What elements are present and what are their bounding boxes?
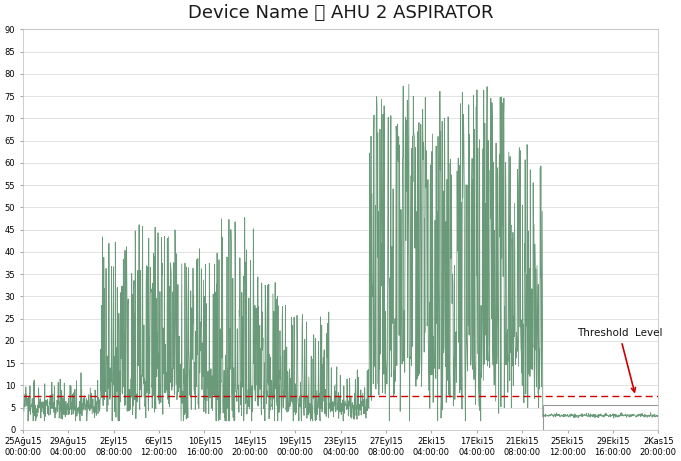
Bar bbox=[543, 405, 659, 430]
Text: Threshold  Level: Threshold Level bbox=[577, 328, 662, 392]
Title: Device Name ： AHU 2 ASPIRATOR: Device Name ： AHU 2 ASPIRATOR bbox=[188, 4, 493, 22]
